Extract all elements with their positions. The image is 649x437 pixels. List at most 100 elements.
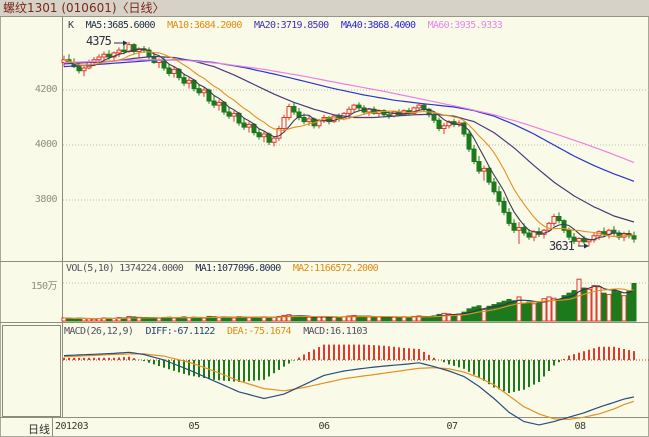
candlestick-chart[interactable]: [0, 0, 649, 262]
macd-value: MACD:16.1103: [303, 326, 368, 337]
candle-body: [506, 211, 512, 224]
annotation-arrow-head: [123, 40, 128, 46]
x-axis-tick: 201203: [55, 421, 89, 432]
ma-line-ma20: [63, 55, 635, 223]
x-axis-tick: 06: [318, 421, 330, 432]
price-annotation: 4375: [86, 34, 112, 48]
price-annotation: 3631: [549, 239, 575, 253]
macd-indicator-header: MACD(26,12,9) DIFF:-67.1122 DEA:-75.1674…: [64, 326, 374, 337]
volume-bar: [286, 314, 292, 322]
volume-bar: [71, 318, 77, 322]
volume-bar: [281, 314, 287, 322]
macd-chart[interactable]: [0, 323, 649, 437]
volume-bar: [601, 292, 607, 322]
candle-body: [601, 231, 607, 235]
volume-bar: [481, 309, 487, 322]
volume-bar: [521, 302, 527, 322]
candle-body: [231, 112, 237, 117]
ma-line-ma60: [63, 59, 635, 164]
candle-body: [261, 133, 267, 138]
candle-body: [186, 79, 192, 84]
volume-bar: [371, 316, 377, 322]
candle-body: [521, 227, 527, 234]
candle-body: [501, 200, 507, 213]
volume-bar: [141, 317, 147, 322]
volume-bar: [621, 295, 627, 322]
volume-bar: [311, 316, 317, 322]
volume-bar: [461, 311, 467, 322]
volume-bar: [566, 292, 572, 322]
volume-bar: [271, 316, 277, 322]
candle-body: [201, 89, 207, 94]
candle-body: [481, 167, 487, 172]
candle-body: [526, 232, 532, 238]
volume-bar: [246, 317, 252, 322]
volume-bar: [276, 315, 282, 322]
volume-bar: [336, 316, 342, 322]
candle-body: [421, 104, 427, 110]
candle-body: [436, 119, 442, 129]
vol-ma2-value: MA2:1166572.2000: [292, 263, 379, 274]
k-label: K: [68, 20, 74, 31]
candle-body: [486, 167, 492, 183]
ma-line-ma5: [63, 48, 635, 241]
candle-body: [466, 133, 472, 150]
volume-bar: [596, 286, 602, 322]
volume-bar: [506, 298, 512, 322]
volume-bar: [381, 316, 387, 322]
price-axis-label: 3800: [34, 194, 58, 205]
candle-body: [356, 104, 362, 109]
diff-value: DIFF:-67.1122: [145, 326, 216, 337]
volume-bar: [581, 287, 587, 322]
candle-body: [631, 235, 637, 240]
volume-bars-group: [61, 278, 637, 322]
volume-bar: [376, 316, 382, 322]
volume-chart[interactable]: [0, 262, 649, 322]
candle-body: [121, 49, 127, 52]
candle-body: [196, 88, 202, 94]
x-axis-line: [0, 417, 649, 418]
candle-body: [441, 125, 447, 129]
candle-body: [496, 191, 502, 202]
volume-bar: [131, 316, 137, 322]
ma-line-ma40: [63, 59, 635, 182]
window-title: 螺纹1301 (010601)〈日线〉: [3, 1, 165, 15]
volume-bar: [511, 300, 517, 322]
dea-value: DEA:-75.1674: [227, 326, 292, 337]
volume-bar: [576, 278, 582, 322]
candles-group: [61, 41, 637, 247]
macd-scale-box: [2, 325, 61, 417]
volume-bar: [61, 317, 67, 322]
volume-bar: [531, 303, 537, 322]
candle-body: [561, 220, 567, 231]
candle-body: [331, 115, 337, 123]
volume-bar: [446, 313, 452, 322]
candle-body: [546, 222, 552, 231]
volume-bar: [616, 291, 622, 322]
vol-ma1-value: MA1:1077096.8000: [195, 263, 281, 274]
volume-bar: [526, 301, 532, 322]
volume-bar: [586, 288, 592, 322]
price-axis-label: 4000: [34, 139, 58, 150]
candle-body: [81, 67, 87, 72]
candle-body: [211, 100, 217, 106]
candle-body: [296, 111, 302, 118]
macd-histogram-group: [63, 344, 635, 393]
title-bar: 螺纹1301 (010601)〈日线〉: [0, 0, 649, 17]
candle-body: [106, 53, 112, 58]
candle-body: [301, 117, 307, 123]
candle-body: [566, 229, 572, 238]
volume-bar: [591, 285, 597, 322]
dea-line: [63, 353, 635, 421]
candle-body: [131, 44, 137, 52]
candle-body: [516, 227, 522, 231]
volume-ma2-line: [63, 288, 635, 320]
annotation-arrow-head: [584, 243, 589, 249]
candle-body: [216, 101, 222, 106]
axis-strip-divider: [52, 418, 53, 437]
volume-bar: [551, 297, 557, 322]
volume-bar: [561, 295, 567, 322]
volume-bar: [436, 313, 442, 322]
ma20-value: MA20:3719.8500: [253, 20, 329, 31]
